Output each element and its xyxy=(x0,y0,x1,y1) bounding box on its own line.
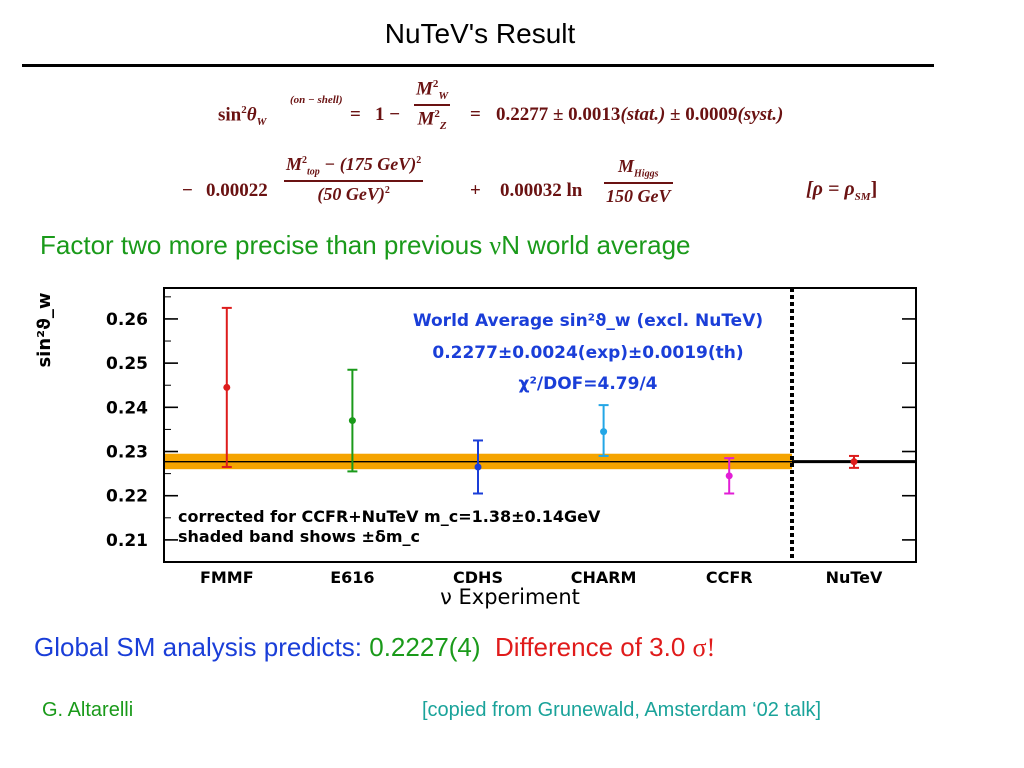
y-axis-title: sin²ϑ_w xyxy=(34,292,55,367)
sin2theta-chart: 0.21 0.22 0.23 0.24 0.25 0.26 FMMF E616 CDHS CHAR… xyxy=(34,287,917,609)
data-point-nutev xyxy=(850,458,858,466)
footer-source: [copied from Grunewald, Amsterdam ‘02 ta… xyxy=(422,699,822,721)
eq-equals-2: = xyxy=(470,104,481,125)
x-tick-label-charm: CHARM xyxy=(571,568,637,587)
global-sm-label: Global SM analysis predicts: xyxy=(34,632,370,662)
x-axis-title: ν Experiment xyxy=(440,585,580,609)
x-tick-label-e616: E616 xyxy=(330,568,374,587)
annotation-band-note: shaded band shows ±δm_c xyxy=(178,527,420,546)
global-sm-line: Global SM analysis predicts: 0.2227(4) D… xyxy=(34,632,715,663)
eq-coef-top: 0.00022 xyxy=(206,180,268,201)
eq-rho-condition: [ρ = ρSM] xyxy=(806,178,878,203)
eq-top-fraction: M2top − (175 GeV)2 (50 GeV)2 xyxy=(284,154,424,204)
data-point-charm xyxy=(600,428,608,436)
plot-frame xyxy=(163,287,917,563)
annotation-chi2: χ²/DOF=4.79/4 xyxy=(518,374,657,394)
y-tick-label: 0.24 xyxy=(106,398,148,418)
y-tick-label: 0.25 xyxy=(106,354,148,374)
eq-mass-ratio: M2W M2Z xyxy=(414,78,451,133)
footer-author: G. Altarelli xyxy=(42,699,134,721)
nutev-equation: sin2θW (on − shell) = 1 − M2W M2Z = 0.22… xyxy=(0,76,1024,226)
x-tick-label-cdhs: CDHS xyxy=(453,568,503,587)
difference-label: Difference of 3.0 σ! xyxy=(495,632,716,662)
x-tick-label-ccfr: CCFR xyxy=(706,568,753,587)
x-tick-label-fmmf: FMMF xyxy=(200,568,254,587)
eq-plus: + xyxy=(470,180,481,201)
factor-two-statement: Factor two more precise than previous νN… xyxy=(40,230,691,260)
y-tick-label: 0.26 xyxy=(106,310,148,330)
eq-value: 0.2277 ± 0.0013(stat.) ± 0.0009(syst.) xyxy=(496,104,784,125)
y-tick-label: 0.21 xyxy=(106,531,148,551)
global-sm-value: 0.2227(4) xyxy=(369,632,481,662)
x-tick-label-nutev: NuTeV xyxy=(826,568,883,587)
eq-higgs-fraction: MHiggs 150 GeV xyxy=(604,156,673,206)
title-rule xyxy=(22,64,934,67)
eq-coef-higgs: 0.00032 ln xyxy=(500,180,583,201)
eq-equals-1: = xyxy=(350,104,361,125)
data-point-e616 xyxy=(348,417,356,425)
slide-title: NuTeV's Result xyxy=(384,18,576,49)
data-point-fmmf xyxy=(223,383,231,391)
eq-lhs: sin2θW xyxy=(218,104,267,129)
eq-onshell-label: (on − shell) xyxy=(290,94,343,106)
y-tick-label: 0.22 xyxy=(106,487,148,507)
data-point-cdhs xyxy=(474,463,482,471)
data-point-ccfr xyxy=(725,472,733,480)
annotation-world-average: World Average sin²ϑ_w (excl. NuTeV) xyxy=(413,311,763,331)
eq-one-minus: 1 − xyxy=(375,104,401,125)
annotation-charm-correction: corrected for CCFR+NuTeV m_c=1.38±0.14Ge… xyxy=(178,507,601,526)
annotation-world-average-value: 0.2277±0.0024(exp)±0.0019(th) xyxy=(432,343,743,363)
y-tick-label: 0.23 xyxy=(106,443,148,463)
eq-minus: − xyxy=(182,180,193,201)
